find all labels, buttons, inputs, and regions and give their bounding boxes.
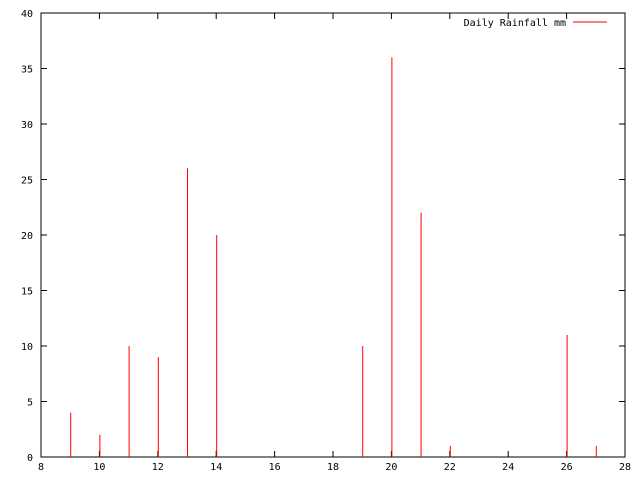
x-tick-label: 28 bbox=[619, 462, 631, 473]
y-tick-label: 15 bbox=[21, 287, 33, 298]
legend: Daily Rainfall mm bbox=[464, 18, 607, 29]
x-tick-label: 14 bbox=[210, 462, 222, 473]
y-tick-label: 5 bbox=[27, 398, 33, 409]
y-tick-label: 20 bbox=[21, 231, 33, 242]
rainfall-bars bbox=[70, 57, 597, 457]
x-tick-label: 18 bbox=[327, 462, 339, 473]
x-tick-label: 10 bbox=[93, 462, 105, 473]
x-tick-label: 24 bbox=[502, 462, 514, 473]
y-tick-label: 25 bbox=[21, 176, 33, 187]
x-tick-label: 12 bbox=[152, 462, 164, 473]
y-tick-label: 0 bbox=[27, 453, 33, 464]
x-tick-label: 22 bbox=[444, 462, 456, 473]
x-tick-label: 8 bbox=[38, 462, 44, 473]
y-tick-label: 30 bbox=[21, 120, 33, 131]
x-tick-label: 20 bbox=[385, 462, 397, 473]
x-tick-label: 16 bbox=[269, 462, 281, 473]
y-tick-label: 35 bbox=[21, 65, 33, 76]
y-tick-label: 10 bbox=[21, 342, 33, 353]
y-tick-label: 40 bbox=[21, 9, 33, 20]
x-tick-label: 26 bbox=[561, 462, 573, 473]
legend-label: Daily Rainfall mm bbox=[464, 18, 566, 29]
